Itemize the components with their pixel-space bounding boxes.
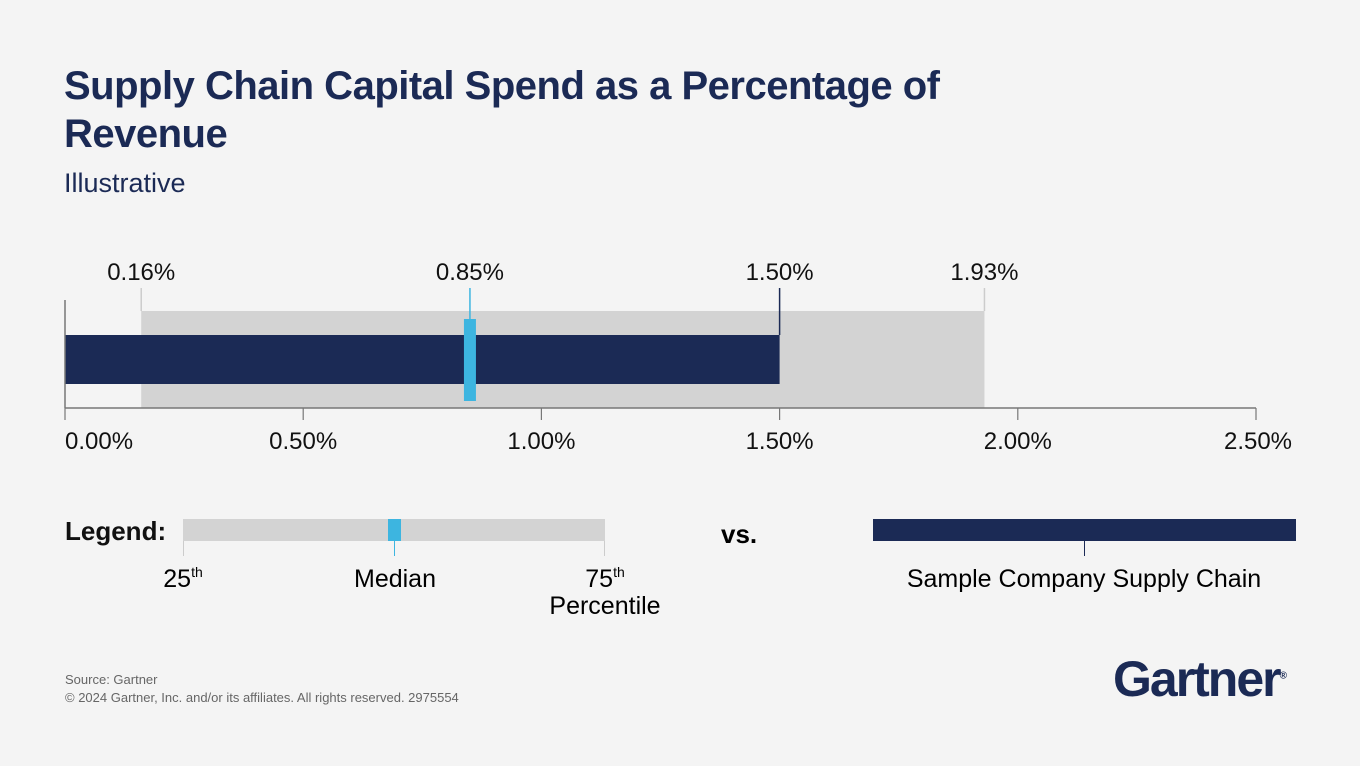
logo-text: Gartner — [1113, 651, 1282, 707]
x-tick-label: 0.00% — [65, 428, 133, 455]
company-bar — [65, 335, 780, 384]
x-tick-label: 2.50% — [1224, 428, 1292, 455]
x-tick-label: 1.00% — [507, 428, 575, 455]
x-tick-label: 1.50% — [746, 428, 814, 455]
legend-vs-label: vs. — [721, 519, 757, 549]
legend: Legend: 25th Median 75th Percentile vs. … — [65, 516, 1296, 620]
x-tick-label: 2.00% — [984, 428, 1052, 455]
legend-p25-label: 25th — [163, 564, 203, 593]
legend-heading: Legend: — [65, 516, 166, 546]
legend-median-label: Median — [354, 565, 436, 593]
median-value-label: 0.85% — [436, 259, 504, 286]
p25-value-label: 0.16% — [107, 259, 175, 286]
gartner-logo: Gartner® — [1113, 650, 1287, 708]
legend-median-marker — [388, 519, 401, 541]
median-marker — [463, 319, 476, 401]
source-note: Source: Gartner — [65, 672, 158, 687]
legend-company-label: Sample Company Supply Chain — [907, 565, 1261, 593]
legend-p75-label: 75th — [585, 564, 625, 593]
company-value-label: 1.50% — [746, 259, 814, 286]
x-tick-label: 0.50% — [269, 428, 337, 455]
p75-value-label: 1.93% — [950, 259, 1018, 286]
logo-mark: ® — [1279, 670, 1287, 682]
legend-percentile-label: Percentile — [549, 592, 660, 620]
legend-company-bar — [873, 519, 1296, 541]
copyright-note: © 2024 Gartner, Inc. and/or its affiliat… — [65, 690, 459, 705]
chart-subtitle: Illustrative — [64, 168, 186, 198]
chart-title: Supply Chain Capital Spend as a Percenta… — [64, 64, 940, 156]
